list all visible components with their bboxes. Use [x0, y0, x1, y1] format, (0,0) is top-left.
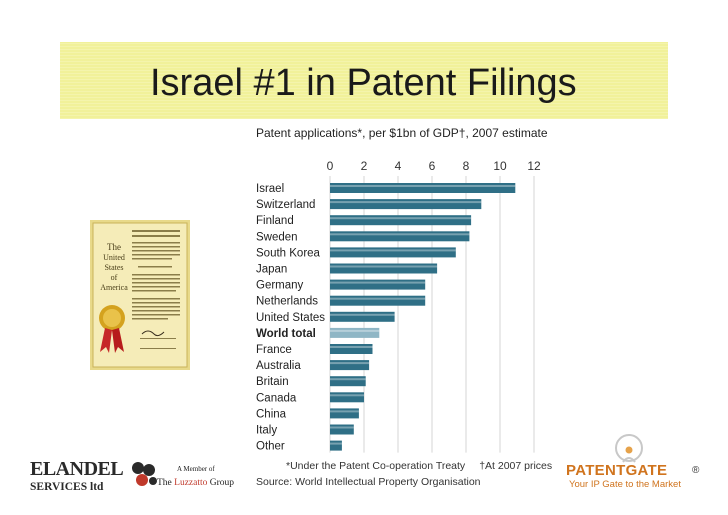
footnote-pct: *Under the Patent Co-operation Treaty	[286, 460, 466, 472]
bar-highlight-stripe	[330, 233, 470, 236]
category-label: Netherlands	[256, 296, 318, 308]
bar-highlight-stripe	[330, 426, 354, 429]
svg-text:United: United	[103, 253, 125, 262]
bar-highlight-stripe	[330, 442, 342, 445]
x-tick-label: 12	[527, 159, 541, 173]
bar-highlight-stripe	[330, 313, 395, 316]
patentgate-tagline: Your IP Gate to the Market	[569, 479, 681, 490]
category-label: Other	[256, 441, 285, 453]
x-tick-label: 4	[395, 159, 402, 173]
elandel-dots-icon	[132, 462, 157, 486]
bar	[330, 199, 482, 210]
bar	[330, 376, 366, 387]
bar	[330, 295, 426, 306]
bar	[330, 183, 516, 193]
patentgate-mark-icon	[615, 434, 643, 463]
bar	[330, 263, 438, 274]
chart-source: Source: World Intellectual Property Orga…	[256, 476, 481, 488]
bar	[330, 279, 426, 290]
bar	[330, 360, 370, 371]
title-band	[60, 42, 668, 119]
category-label: Switzerland	[256, 199, 315, 211]
category-label: Australia	[256, 360, 301, 372]
category-label: Italy	[256, 425, 277, 437]
bar-highlight-stripe	[330, 249, 456, 252]
x-tick-label: 8	[463, 159, 470, 173]
category-label: Britain	[256, 376, 289, 388]
bar-highlight-stripe	[330, 378, 366, 381]
bar	[330, 424, 354, 435]
luzzatto-group-label: The Luzzatto Group	[157, 477, 247, 489]
elandel-logo: ELANDEL SERVICES ltd A Member of The Luz…	[30, 456, 242, 498]
svg-text:The: The	[107, 242, 121, 252]
bar-highlight-stripe	[330, 410, 359, 413]
bar	[330, 392, 364, 403]
chart-footnote: *Under the Patent Co-operation Treaty †At…	[286, 459, 552, 473]
category-label: South Korea	[256, 247, 321, 259]
category-label: Israel	[256, 183, 284, 195]
patent-certificate-icon: The United States of America	[90, 220, 190, 370]
category-label: France	[256, 344, 292, 356]
category-label: World total	[256, 328, 316, 340]
member-of-label: A Member of	[177, 465, 215, 473]
bar-chart: 0 2 4 6 8 10 12 Israel Switzerland Finland Sweden S…	[256, 159, 541, 453]
svg-text:of: of	[111, 273, 118, 282]
bar-highlight-stripe	[330, 201, 482, 204]
category-label: Sweden	[256, 231, 298, 243]
bar	[330, 215, 472, 226]
category-label: United States	[256, 312, 325, 324]
x-tick-label: 0	[327, 159, 334, 173]
category-label: Germany	[256, 280, 304, 292]
svg-text:States: States	[104, 263, 123, 272]
svg-text:America: America	[100, 283, 128, 292]
slide-title: Israel #1 in Patent Filings	[150, 62, 577, 104]
bar	[330, 344, 373, 354]
patentgate-logo: PATENTGATE ® Your IP Gate to the Market	[560, 432, 710, 492]
bar-highlight-stripe	[330, 265, 438, 268]
bar-highlight-stripe	[330, 329, 380, 332]
category-label: Canada	[256, 392, 297, 404]
category-label: Finland	[256, 215, 294, 227]
group-the: The	[157, 478, 172, 488]
patentgate-registered: ®	[692, 465, 700, 476]
bar-highlight-stripe	[330, 362, 370, 365]
group-luzzatto: Luzzatto	[174, 478, 208, 488]
category-label: Japan	[256, 264, 287, 276]
patentgate-name: PATENTGATE	[566, 462, 668, 479]
group-word: Group	[209, 478, 235, 488]
bar	[330, 247, 456, 258]
bar	[330, 440, 342, 451]
x-tick-label: 6	[429, 159, 436, 173]
footnote-prices: †At 2007 prices	[479, 460, 553, 472]
category-label: China	[256, 408, 287, 420]
bar	[330, 311, 395, 322]
x-tick-label: 2	[361, 159, 368, 173]
bar-highlight-stripe	[330, 297, 426, 300]
elandel-services: SERVICES ltd	[30, 481, 104, 493]
bar-highlight-stripe	[330, 217, 472, 220]
bar	[330, 327, 380, 338]
chart-title: Patent applications*, per $1bn of GDP†, …	[256, 126, 548, 140]
bar-highlight-stripe	[330, 394, 364, 397]
elandel-name: ELANDEL	[30, 458, 124, 480]
bar	[330, 231, 470, 242]
bar-highlight-stripe	[330, 185, 516, 187]
bar-highlight-stripe	[330, 346, 373, 348]
bar	[330, 408, 359, 419]
x-tick-label: 10	[493, 159, 507, 173]
bar-highlight-stripe	[330, 281, 426, 284]
